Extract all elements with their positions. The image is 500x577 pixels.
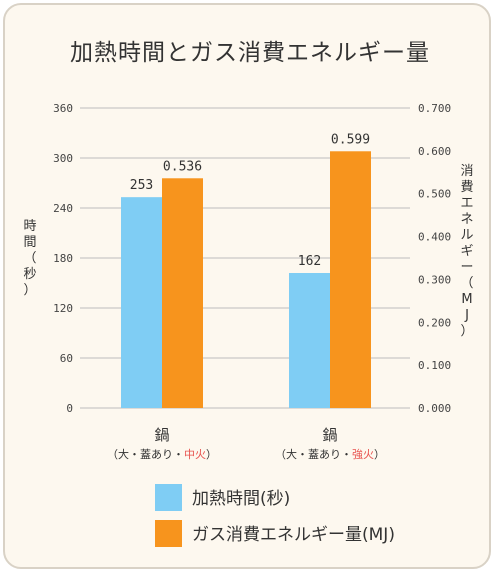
right-tick-label: 0.200 [418,316,451,329]
legend-swatch [155,520,182,547]
right-tick-label: 0.500 [418,188,451,201]
chart-card [3,3,491,569]
right-tick-label: 0.300 [418,273,451,286]
right-axis-label-char: （ [460,276,473,291]
category-labels: 鍋（大・蓋あり・中火）鍋（大・蓋あり・強火） [107,426,385,461]
data-labels: 253 162 0.536 0.599 [130,132,370,269]
right-tick-label: 0.400 [418,231,451,244]
category-note: （大・蓋あり・強火） [275,447,385,461]
right-axis-label-char: 費 [460,180,473,195]
right-tick-label: 0.000 [418,402,451,415]
right-tick-label: 0.600 [418,145,451,158]
category-note-close: ） [206,448,217,461]
data-label: 162 [298,254,321,269]
bars [121,151,371,409]
left-axis-label-char: 間 [23,235,36,250]
data-label: 0.536 [163,159,202,174]
category-note-open: （大・蓋あり・ [107,447,184,461]
left-tick-label: 300 [53,152,73,165]
left-tick-label: 0 [66,402,73,415]
category-note-open: （大・蓋あり・ [275,447,352,461]
left-axis-label-char: （ [23,251,36,266]
category-label: 鍋 [322,426,337,444]
left-tick-label: 240 [53,202,73,215]
right-axis-label-char: ネ [460,212,473,227]
category-note-close: ） [374,448,385,461]
left-axis-label-char: 時 [23,219,36,234]
right-axis-label-char: ギ [460,244,473,259]
right-axis-label-char: M [461,292,472,307]
left-tick-label: 120 [53,302,73,315]
right-tick-label: 0.100 [418,359,451,372]
left-tick-label: 180 [53,252,73,265]
right-axis-label-char: ル [460,228,473,243]
right-axis-label-char: 消 [460,164,473,179]
legend-swatch [155,484,182,511]
left-tick-label: 60 [60,352,73,365]
legend: 加熱時間(秒) ガス消費エネルギー量(MJ) [155,484,395,547]
bar [330,151,371,409]
legend-label: ガス消費エネルギー量(MJ) [192,525,395,545]
left-axis-label: 時間（秒） [23,219,36,298]
right-axis-label-char: ） [460,324,473,339]
left-tick-label: 360 [53,102,73,115]
right-axis-label-char: エ [460,196,473,211]
left-axis-ticks: 0 60 120 180 240 300 360 [53,102,73,415]
category-note-emphasis: 強火 [352,448,374,461]
category-note-emphasis: 中火 [184,448,206,461]
right-tick-label: 0.700 [418,102,451,115]
left-axis-label-char: ） [23,283,36,298]
category-label: 鍋 [154,426,169,444]
right-axis-label-char: J [464,308,469,323]
bar [121,197,162,408]
bar [289,273,330,408]
left-axis-label-char: 秒 [23,267,36,282]
right-axis-ticks: 0.000 0.100 0.200 0.300 0.400 0.500 0.600 0.700 [418,102,451,415]
right-axis-label: 消費エネルギー（MJ） [460,164,473,339]
data-label: 253 [130,178,153,193]
data-label: 0.599 [331,132,370,147]
bar [162,178,203,408]
chart-title: 加熱時間とガス消費エネルギー量 [70,40,430,66]
category-note: （大・蓋あり・中火） [107,447,217,461]
legend-label: 加熱時間(秒) [192,489,290,509]
right-axis-label-char: ー [460,260,473,275]
